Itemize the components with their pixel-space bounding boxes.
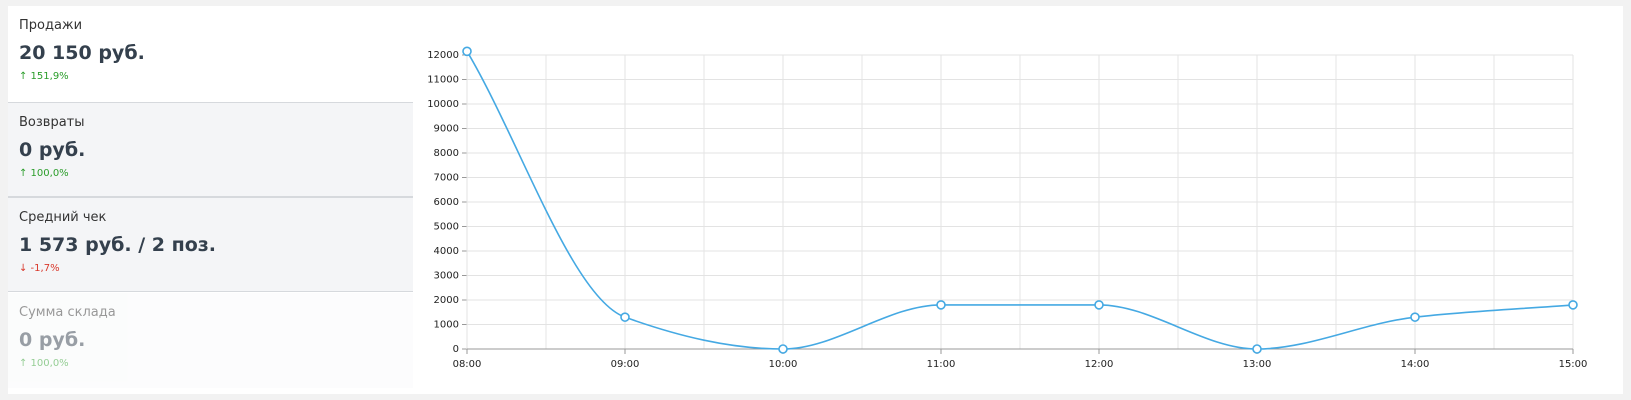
point (778, 344, 788, 354)
x-tick-label: 15:00 (1559, 359, 1588, 370)
stat-card[interactable]: Возвраты 0 руб. ↑ 100,0% (8, 101, 413, 197)
y-tick-label: 9000 (434, 124, 459, 135)
point (1410, 312, 1420, 322)
stat-card[interactable]: Сумма склада 0 руб. ↑ 100,0% (8, 292, 413, 388)
card-value: 20 150 руб. (19, 42, 145, 64)
point (936, 300, 946, 310)
point (620, 312, 630, 322)
card-title: Средний чек (19, 210, 107, 225)
y-tick-label: 4000 (434, 246, 459, 257)
x-tick-label: 11:00 (927, 359, 956, 370)
card-value: 0 руб. (19, 328, 86, 351)
card-change: ↑ 100,0% (19, 357, 69, 369)
x-tick-label: 14:00 (1401, 359, 1430, 370)
y-tick-label: 5000 (434, 222, 459, 233)
stat-card[interactable]: Средний чек 1 573 руб. / 2 поз. ↓ -1,7% (8, 197, 413, 292)
stat-card[interactable]: Продажи 20 150 руб. ↑ 151,9% (8, 6, 413, 101)
card-title: Возвраты (19, 114, 85, 130)
point (1568, 300, 1578, 310)
y-tick-label: 12000 (427, 50, 459, 61)
y-tick-label: 6000 (434, 197, 459, 208)
x-tick-label: 10:00 (769, 359, 798, 370)
point (462, 46, 472, 57)
line (466, 50, 1574, 350)
y-tick-label: 10000 (427, 99, 459, 110)
point (1094, 300, 1104, 310)
point (1252, 344, 1262, 354)
card-value: 1 573 руб. / 2 поз. (19, 234, 217, 256)
dashboard-panel: Продажи 20 150 руб. ↑ 151,9% Возвраты 0 руб.… (8, 6, 1623, 394)
x-tick-label: 08:00 (453, 359, 482, 370)
card-change: ↑ 100,0% (19, 167, 69, 179)
card-change: ↑ 151,9% (19, 71, 69, 82)
y-tick-label: 2000 (434, 295, 459, 306)
y-tick-label: 11000 (427, 75, 459, 86)
y-tick-label: 8000 (434, 148, 459, 159)
y-tick-label: 3000 (434, 271, 459, 282)
card-change: ↓ -1,7% (19, 263, 60, 274)
y-tick-label: 7000 (434, 173, 459, 184)
y-tick-label: 0 (453, 344, 459, 355)
x-tick-label: 12:00 (1085, 359, 1114, 370)
y-tick-label: 1000 (434, 320, 459, 331)
x-tick-label: 13:00 (1243, 359, 1272, 370)
card-title: Продажи (19, 18, 83, 33)
card-title: Сумма склада (19, 304, 116, 320)
x-tick-label: 09:00 (611, 359, 640, 370)
card-value: 0 руб. (19, 138, 86, 161)
